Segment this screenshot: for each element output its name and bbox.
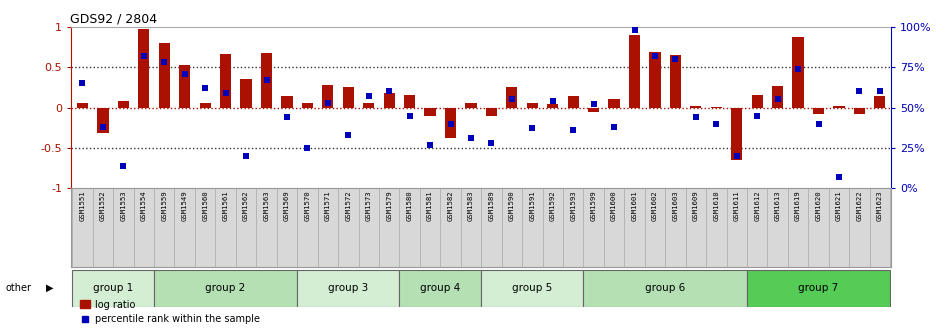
Bar bbox=[466, 103, 477, 108]
Text: GSM1560: GSM1560 bbox=[202, 191, 208, 221]
Text: GSM1561: GSM1561 bbox=[222, 191, 229, 221]
Text: GSM1599: GSM1599 bbox=[591, 191, 597, 221]
Text: GSM1601: GSM1601 bbox=[632, 191, 637, 221]
Text: GSM1551: GSM1551 bbox=[80, 191, 86, 221]
Bar bbox=[792, 37, 804, 108]
Bar bbox=[297, 269, 399, 307]
Bar bbox=[425, 108, 436, 116]
Bar bbox=[485, 108, 497, 116]
Bar bbox=[240, 79, 252, 108]
Text: GSM1623: GSM1623 bbox=[877, 191, 883, 221]
Text: GSM1602: GSM1602 bbox=[652, 191, 658, 221]
Bar bbox=[72, 269, 154, 307]
Bar bbox=[200, 103, 211, 108]
Bar bbox=[691, 106, 701, 108]
Text: GSM1622: GSM1622 bbox=[856, 191, 863, 221]
Text: GSM1571: GSM1571 bbox=[325, 191, 331, 221]
Bar bbox=[506, 87, 518, 108]
Text: GSM1592: GSM1592 bbox=[550, 191, 556, 221]
Bar bbox=[747, 269, 890, 307]
Bar bbox=[670, 55, 681, 108]
Legend: log ratio, percentile rank within the sample: log ratio, percentile rank within the sa… bbox=[76, 296, 263, 328]
Bar bbox=[608, 99, 619, 108]
Text: GSM1590: GSM1590 bbox=[509, 191, 515, 221]
Bar bbox=[404, 95, 415, 108]
Bar bbox=[854, 108, 865, 114]
Bar bbox=[399, 269, 482, 307]
Text: GSM1559: GSM1559 bbox=[162, 191, 167, 221]
Text: GSM1609: GSM1609 bbox=[693, 191, 699, 221]
Bar bbox=[547, 104, 559, 108]
Bar bbox=[118, 101, 129, 108]
Bar bbox=[813, 108, 825, 114]
Text: group 3: group 3 bbox=[328, 283, 369, 293]
Text: GSM1603: GSM1603 bbox=[673, 191, 678, 221]
Text: GSM1579: GSM1579 bbox=[386, 191, 392, 221]
Text: GSM1600: GSM1600 bbox=[611, 191, 618, 221]
Bar bbox=[180, 65, 190, 108]
Text: ▶: ▶ bbox=[46, 283, 53, 293]
Bar bbox=[343, 87, 354, 108]
Bar bbox=[363, 103, 374, 108]
Bar bbox=[526, 103, 538, 108]
Text: GSM1552: GSM1552 bbox=[100, 191, 106, 221]
Text: GSM1619: GSM1619 bbox=[795, 191, 801, 221]
Text: group 5: group 5 bbox=[512, 283, 552, 293]
Bar bbox=[833, 106, 845, 108]
Text: GSM1569: GSM1569 bbox=[284, 191, 290, 221]
Bar bbox=[322, 85, 333, 108]
Text: GSM1593: GSM1593 bbox=[570, 191, 577, 221]
Bar bbox=[711, 107, 722, 108]
Text: GSM1583: GSM1583 bbox=[468, 191, 474, 221]
Text: GSM1570: GSM1570 bbox=[304, 191, 311, 221]
Text: group 2: group 2 bbox=[205, 283, 246, 293]
Text: GSM1554: GSM1554 bbox=[141, 191, 147, 221]
Bar bbox=[751, 95, 763, 108]
Bar bbox=[302, 103, 313, 108]
Bar bbox=[97, 108, 108, 133]
Text: GSM1562: GSM1562 bbox=[243, 191, 249, 221]
Text: GSM1589: GSM1589 bbox=[488, 191, 494, 221]
Bar bbox=[154, 269, 297, 307]
Text: GSM1620: GSM1620 bbox=[815, 191, 822, 221]
Bar bbox=[567, 96, 579, 108]
Bar bbox=[138, 29, 149, 108]
Text: GSM1612: GSM1612 bbox=[754, 191, 760, 221]
Text: GSM1563: GSM1563 bbox=[263, 191, 270, 221]
Text: other: other bbox=[6, 283, 31, 293]
Text: GSM1621: GSM1621 bbox=[836, 191, 842, 221]
Bar bbox=[220, 54, 231, 108]
Text: GSM1591: GSM1591 bbox=[529, 191, 535, 221]
Bar bbox=[874, 96, 885, 108]
Bar bbox=[445, 108, 456, 138]
Bar bbox=[629, 35, 640, 108]
Text: GSM1582: GSM1582 bbox=[447, 191, 453, 221]
Text: GSM1549: GSM1549 bbox=[181, 191, 188, 221]
Text: group 6: group 6 bbox=[645, 283, 685, 293]
Text: GDS92 / 2804: GDS92 / 2804 bbox=[69, 13, 157, 26]
Text: group 7: group 7 bbox=[798, 283, 839, 293]
Text: group 1: group 1 bbox=[93, 283, 133, 293]
Text: GSM1553: GSM1553 bbox=[121, 191, 126, 221]
Bar bbox=[583, 269, 747, 307]
Bar bbox=[159, 43, 170, 108]
Text: GSM1580: GSM1580 bbox=[407, 191, 412, 221]
Text: group 4: group 4 bbox=[420, 283, 461, 293]
Bar bbox=[772, 86, 783, 108]
Bar bbox=[77, 103, 88, 108]
Bar bbox=[261, 53, 272, 108]
Bar bbox=[384, 93, 395, 108]
Text: GSM1613: GSM1613 bbox=[774, 191, 781, 221]
Text: GSM1611: GSM1611 bbox=[733, 191, 740, 221]
Bar bbox=[281, 96, 293, 108]
Bar bbox=[650, 52, 660, 108]
Bar bbox=[732, 108, 742, 160]
Bar bbox=[481, 269, 583, 307]
Text: GSM1581: GSM1581 bbox=[428, 191, 433, 221]
Text: GSM1610: GSM1610 bbox=[713, 191, 719, 221]
Text: GSM1573: GSM1573 bbox=[366, 191, 371, 221]
Bar bbox=[588, 108, 599, 112]
Text: GSM1572: GSM1572 bbox=[345, 191, 352, 221]
